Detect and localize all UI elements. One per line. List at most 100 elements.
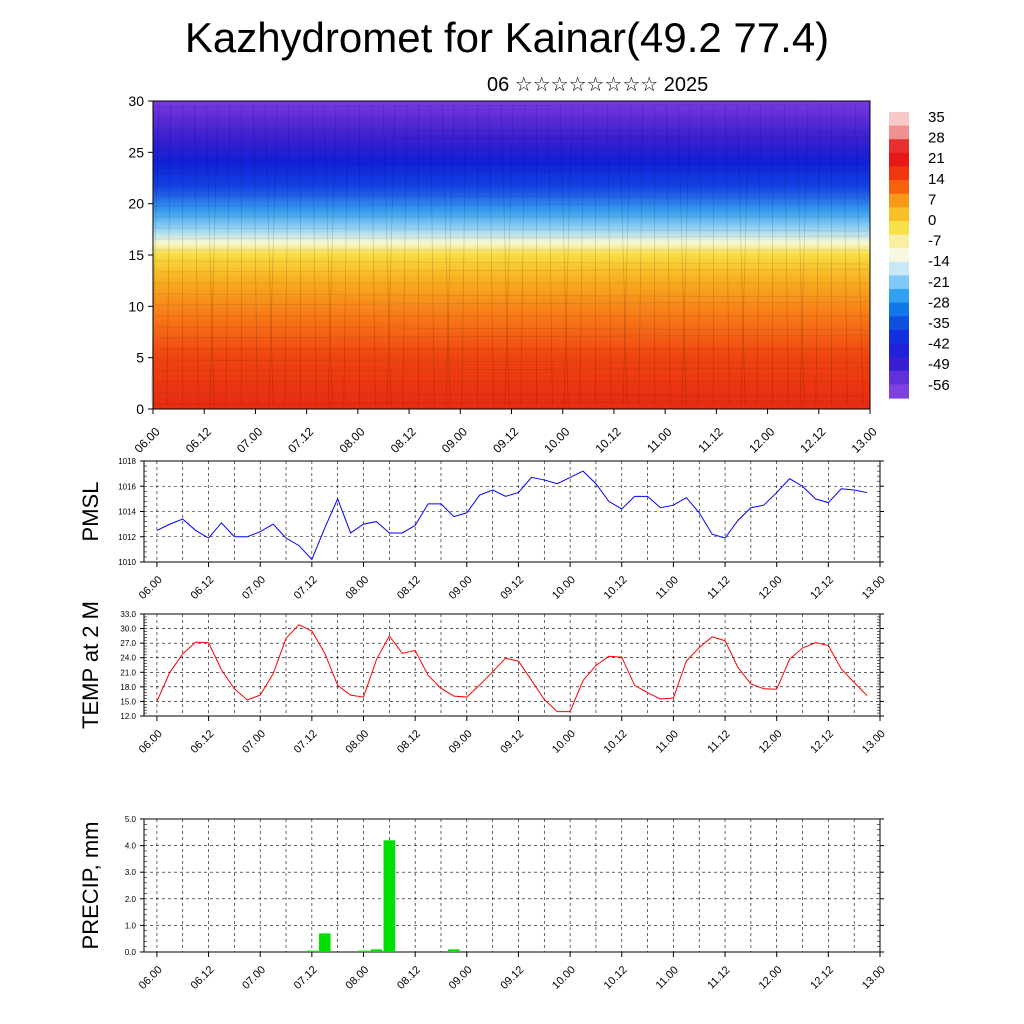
x-tick-label: 07.12 — [292, 574, 320, 602]
x-tick-label: 11.12 — [705, 964, 732, 991]
y-tick-label: 0.0 — [125, 948, 137, 957]
x-tick-label: 12.12 — [808, 574, 836, 602]
wind-streak — [740, 104, 750, 406]
wind-streak — [430, 104, 435, 406]
colorbar-label: 14 — [928, 171, 945, 188]
wind-streak — [854, 104, 864, 406]
wind-streak — [559, 104, 569, 406]
colorbar-label: 7 — [928, 191, 936, 208]
wind-streak — [154, 128, 869, 133]
panel-frame — [143, 818, 881, 953]
y-axis-label: PMSL — [78, 482, 103, 542]
heatmap-x-tick-label: 10.00 — [541, 424, 572, 455]
y-tick-label: 1016 — [118, 482, 136, 491]
heatmap-y-tick-label: 20 — [128, 196, 144, 212]
x-tick-label: 08.00 — [343, 728, 371, 756]
colorbar-label: -49 — [928, 356, 950, 373]
wind-streak — [607, 104, 612, 406]
x-tick-label: 07.00 — [240, 964, 268, 992]
colorbar-label: 28 — [928, 130, 945, 147]
wind-streak — [799, 104, 809, 406]
wind-streak — [382, 104, 392, 406]
wind-streak — [697, 104, 703, 406]
wind-streak — [154, 268, 869, 273]
y-tick-label: 21.0 — [120, 668, 136, 677]
wind-streak — [441, 104, 451, 406]
x-tick-label: 06.00 — [137, 574, 165, 602]
precip-bar — [306, 950, 318, 952]
wind-streak — [343, 104, 349, 406]
wind-streak — [268, 104, 278, 406]
heatmap-x-tick-label: 09.12 — [490, 424, 521, 455]
wind-streak — [548, 104, 553, 406]
y-tick-label: 15.0 — [120, 697, 136, 706]
wind-streak — [154, 103, 869, 108]
wind-streak — [784, 104, 789, 406]
colorbar-swatch — [889, 234, 909, 249]
wind-streak — [154, 367, 869, 372]
heatmap-field — [153, 101, 870, 409]
heatmap-y-tick-label: 25 — [128, 144, 144, 160]
y-tick-label: 33.0 — [120, 610, 136, 619]
wind-streak — [253, 104, 258, 406]
x-tick-label: 09.00 — [447, 728, 475, 756]
colorbar-label: -21 — [928, 274, 950, 291]
y-tick-label: 1010 — [118, 558, 136, 567]
colorbar-swatch — [889, 316, 909, 331]
colorbar-swatch — [889, 370, 909, 385]
colorbar-swatch — [889, 343, 909, 358]
wind-streak — [154, 301, 869, 306]
colorbar-swatch — [889, 207, 909, 222]
y-tick-label: 18.0 — [120, 683, 136, 692]
x-tick-label: 08.12 — [395, 964, 423, 992]
wind-streak — [154, 194, 869, 199]
heatmap-x-tick-label: 13.00 — [849, 424, 880, 455]
x-tick-label: 07.12 — [292, 964, 320, 992]
wind-streak — [205, 104, 215, 406]
wind-streak — [500, 104, 510, 406]
colorbar-swatch — [889, 220, 909, 236]
wind-streak — [312, 104, 317, 406]
wind-streak — [666, 104, 671, 406]
x-tick-label: 07.00 — [240, 574, 268, 602]
wind-streak — [154, 235, 869, 240]
y-tick-label: 1014 — [118, 508, 136, 517]
x-tick-label: 09.00 — [447, 964, 475, 992]
x-tick-label: 07.00 — [240, 728, 268, 756]
heatmap-x-tick-label: 08.00 — [336, 424, 367, 455]
wind-streak — [618, 104, 628, 406]
panel-frame — [143, 613, 881, 717]
precip-bar — [448, 949, 460, 952]
wind-streak — [504, 104, 514, 406]
wind-streak — [402, 104, 408, 406]
x-tick-label: 06.12 — [188, 574, 216, 602]
wind-streak — [563, 104, 573, 406]
heatmap-x-tick-label: 06.12 — [183, 424, 214, 455]
x-tick-label: 13.00 — [860, 964, 888, 992]
x-tick-label: 11.00 — [654, 574, 681, 601]
precip-bar — [383, 840, 396, 952]
x-tick-label: 09.12 — [498, 728, 526, 756]
x-tick-label: 10.12 — [602, 728, 630, 756]
y-axis-label: PRECIP, mm — [78, 822, 103, 950]
wind-streak — [386, 104, 396, 406]
wind-streak — [327, 104, 337, 406]
x-tick-label: 08.00 — [343, 964, 371, 992]
colorbar-label: -7 — [928, 233, 941, 250]
heatmap-x-tick-label: 08.12 — [388, 424, 419, 455]
x-tick-label: 06.00 — [137, 964, 165, 992]
pmsl-series-line — [156, 470, 868, 561]
y-tick-label: 30.0 — [120, 625, 136, 634]
colorbar-label: -35 — [928, 315, 950, 332]
colorbar-label: -14 — [928, 253, 950, 270]
x-tick-label: 12.00 — [757, 574, 785, 602]
wind-streak — [579, 104, 585, 406]
colorbar-swatch — [889, 289, 909, 304]
y-tick-label: 2.0 — [125, 895, 137, 904]
x-tick-label: 11.12 — [705, 728, 732, 755]
heatmap-x-tick-label: 11.00 — [644, 425, 675, 456]
colorbar-swatch — [889, 357, 909, 372]
wind-streak — [736, 104, 746, 406]
colorbar-label: 0 — [928, 212, 936, 229]
